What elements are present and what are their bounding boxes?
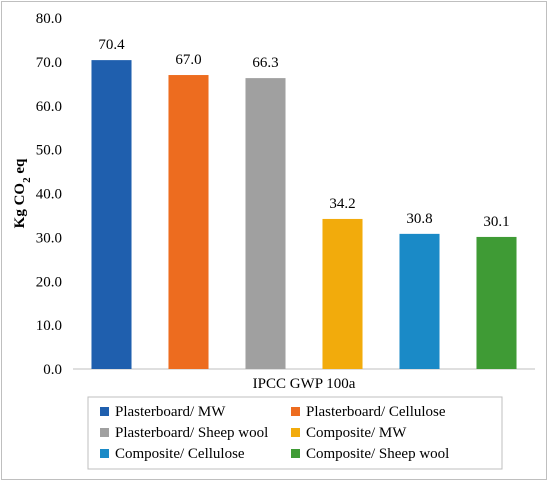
legend-label: Composite/ Cellulose bbox=[115, 446, 245, 462]
y-axis-title-subscript: 2 bbox=[21, 177, 33, 183]
y-axis-title-suffix: eq bbox=[12, 158, 28, 177]
y-tick-label: 30.0 bbox=[36, 230, 62, 246]
bar bbox=[322, 218, 363, 369]
bar bbox=[399, 233, 440, 369]
data-labels: 70.4 67.0 66.3 34.2 30.8 30.1 bbox=[98, 37, 509, 230]
y-axis-title-main: Kg CO bbox=[12, 183, 28, 228]
data-label: 34.2 bbox=[329, 196, 355, 212]
y-tick-label: 20.0 bbox=[36, 274, 62, 290]
legend-swatch bbox=[100, 449, 109, 458]
legend-label: Plasterboard/ MW bbox=[115, 404, 226, 420]
data-label: 30.8 bbox=[406, 211, 432, 227]
bars bbox=[91, 60, 517, 370]
legend-swatch bbox=[291, 428, 300, 437]
legend-swatch bbox=[291, 407, 300, 416]
y-tick-label: 10.0 bbox=[36, 318, 62, 334]
y-axis-title: Kg CO2 eq bbox=[12, 158, 33, 228]
data-label: 30.1 bbox=[483, 214, 509, 230]
y-tick-label: 40.0 bbox=[36, 187, 62, 203]
legend-items: Plasterboard/ MW Plasterboard/ Cellulose P… bbox=[100, 404, 449, 462]
legend-swatch bbox=[100, 407, 109, 416]
y-tick-label: 70.0 bbox=[36, 55, 62, 71]
legend-label: Plasterboard/ Cellulose bbox=[306, 404, 446, 420]
bar bbox=[245, 78, 286, 369]
legend-label: Composite/ MW bbox=[306, 425, 407, 441]
y-tick-label: 50.0 bbox=[36, 143, 62, 159]
x-axis-title: IPCC GWP 100a bbox=[253, 376, 356, 392]
bar bbox=[476, 236, 517, 369]
data-label: 66.3 bbox=[252, 55, 278, 71]
legend-swatch bbox=[291, 449, 300, 458]
y-tick-label: 80.0 bbox=[36, 11, 62, 27]
y-tick-label: 60.0 bbox=[36, 99, 62, 115]
y-tick-label: 0.0 bbox=[43, 362, 62, 378]
y-axis-ticks: 0.0 10.0 20.0 30.0 40.0 50.0 60.0 70.0 80.0 bbox=[36, 11, 62, 378]
data-label: 70.4 bbox=[98, 37, 125, 53]
bar bbox=[168, 75, 209, 369]
legend-label: Plasterboard/ Sheep wool bbox=[115, 425, 268, 441]
bar bbox=[91, 60, 132, 370]
legend-label: Composite/ Sheep wool bbox=[306, 446, 449, 462]
data-label: 67.0 bbox=[175, 52, 201, 68]
legend-swatch bbox=[100, 428, 109, 437]
